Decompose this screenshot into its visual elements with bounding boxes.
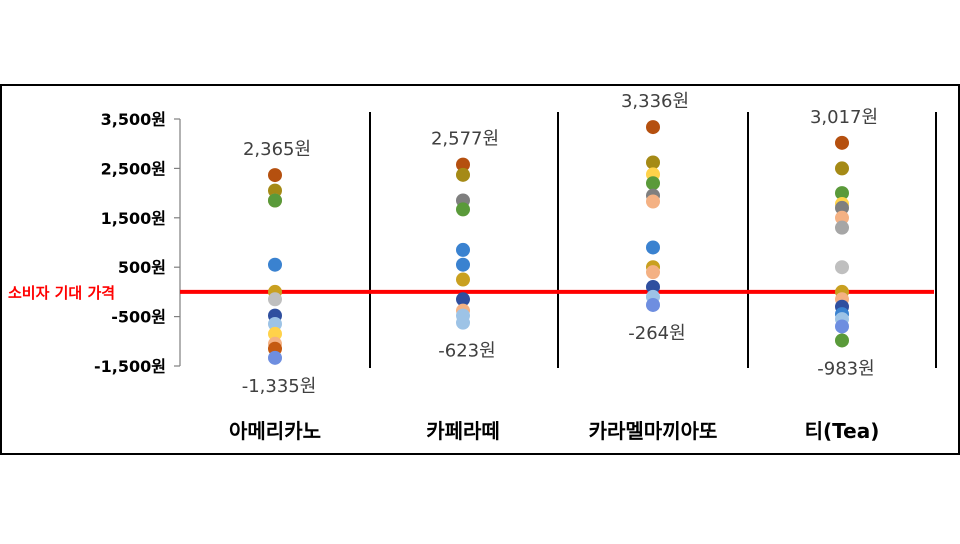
min-value-label: -983원 bbox=[817, 358, 874, 379]
data-point bbox=[268, 168, 282, 183]
data-point bbox=[456, 272, 470, 287]
max-value-label: 2,577원 bbox=[431, 129, 499, 150]
data-point bbox=[268, 326, 282, 341]
data-point bbox=[456, 242, 470, 257]
data-point bbox=[835, 200, 849, 215]
y-axis: 3,500원 2,500원 1,500원 500원 -500원 -1,500원 bbox=[94, 110, 181, 376]
data-points bbox=[268, 120, 849, 365]
data-point bbox=[646, 194, 660, 209]
min-value-label: -623원 bbox=[438, 341, 495, 362]
data-point bbox=[268, 257, 282, 272]
max-value-label: 2,365원 bbox=[243, 139, 311, 160]
data-point bbox=[456, 202, 470, 217]
data-point bbox=[646, 265, 660, 280]
data-point bbox=[456, 292, 470, 307]
category-label: 카페라떼 bbox=[426, 419, 500, 443]
category-label: 아메리카노 bbox=[229, 419, 321, 443]
data-point bbox=[835, 161, 849, 176]
data-point bbox=[646, 297, 660, 312]
data-point bbox=[835, 220, 849, 235]
data-point bbox=[456, 315, 470, 330]
data-point bbox=[268, 350, 282, 365]
min-value-label: -264원 bbox=[628, 323, 685, 344]
data-point bbox=[835, 333, 849, 348]
data-point bbox=[456, 157, 470, 172]
group-separators bbox=[369, 112, 937, 368]
data-point bbox=[268, 183, 282, 198]
chart-border bbox=[0, 84, 960, 455]
max-value-label: 3,336원 bbox=[621, 91, 689, 112]
data-point bbox=[835, 135, 849, 150]
y-tick-label: 3,500원 bbox=[101, 110, 166, 129]
data-point bbox=[646, 120, 660, 135]
data-point bbox=[456, 257, 470, 272]
data-point bbox=[268, 317, 282, 332]
data-point bbox=[646, 240, 660, 255]
data-point bbox=[835, 319, 849, 334]
reference-line-label: 소비자 기대 가격 bbox=[8, 284, 115, 302]
category-label: 티(Tea) bbox=[805, 419, 880, 443]
y-tick-label: 500원 bbox=[118, 258, 166, 277]
max-value-label: 3,017원 bbox=[810, 107, 878, 128]
data-point bbox=[835, 210, 849, 225]
category-label: 카라멜마끼아또 bbox=[589, 419, 718, 443]
data-point bbox=[268, 292, 282, 307]
data-point bbox=[646, 279, 660, 294]
data-point bbox=[835, 186, 849, 201]
y-tick-label: -500원 bbox=[111, 308, 166, 327]
min-value-label: -1,335원 bbox=[242, 376, 317, 397]
data-point bbox=[646, 176, 660, 191]
y-tick-label: 2,500원 bbox=[101, 159, 166, 178]
data-point bbox=[456, 167, 470, 182]
reference-line-group: 소비자 기대 가격 bbox=[8, 284, 934, 302]
data-point bbox=[268, 193, 282, 208]
data-point bbox=[646, 155, 660, 170]
data-point bbox=[835, 260, 849, 275]
y-tick-label: -1,500원 bbox=[94, 357, 166, 376]
y-tick-label: 1,500원 bbox=[101, 209, 166, 228]
